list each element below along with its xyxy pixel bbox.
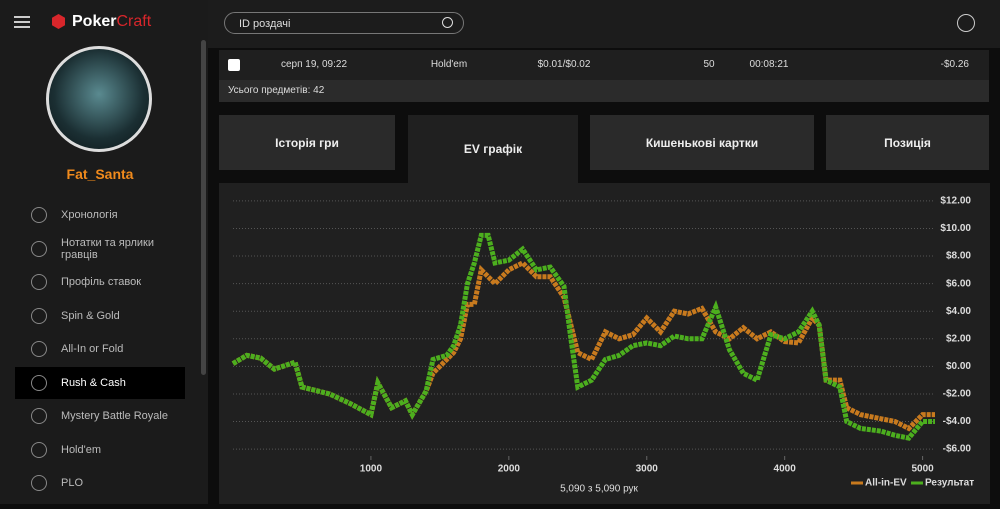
chart: $12.00 $10.00 $8.00 $6.00 $4.00 $2.00 $0.00 -$2… <box>231 196 974 495</box>
tab[interactable]: Позиція <box>826 115 989 170</box>
menu-item[interactable]: PLO <box>15 467 185 499</box>
menu-icon <box>31 341 47 357</box>
menu-item[interactable]: Mystery Battle Royale <box>15 400 185 432</box>
menu-icon <box>31 307 47 324</box>
menu-item[interactable]: Hold'em <box>15 434 185 466</box>
chart-panel: $12.00 $10.00 $8.00 $6.00 $4.00 $2.00 $0.00 -$2… <box>219 183 990 504</box>
tab[interactable]: Історія гри <box>219 115 395 170</box>
y-tick-label: $10.00 <box>940 223 971 234</box>
tab[interactable]: Кишенькові картки <box>590 115 814 170</box>
menu-item[interactable]: All-In or Fold <box>15 333 185 365</box>
table-cell: $0.01/$0.02 <box>537 59 591 70</box>
x-tick-label: 3000 <box>636 464 659 475</box>
x-tick-label: 4000 <box>774 464 797 475</box>
menu-icon <box>31 475 47 491</box>
logo-text: Poker <box>72 13 117 30</box>
table-cell: 00:08:21 <box>749 59 789 70</box>
scrollbar[interactable] <box>201 40 206 375</box>
series-line <box>231 259 935 432</box>
menu-icon <box>31 408 47 424</box>
tab[interactable]: EV графік <box>408 115 578 183</box>
menu-button[interactable] <box>14 16 30 18</box>
logo-icon <box>52 14 65 29</box>
sidebar: PokerCraft Fat_Santa Хронологія Нотатки т… <box>0 0 208 504</box>
legend-label: Результат <box>925 478 974 489</box>
table-row[interactable]: серп 19, 09:22 Hold'em $0.01/$0.02 50 00:08:… <box>219 50 989 80</box>
y-tick-label: -$6.00 <box>943 444 972 455</box>
menu-icon <box>31 374 47 391</box>
menu-item[interactable]: Профіль ставок <box>15 266 185 298</box>
table-cell: Hold'em <box>430 59 468 70</box>
x-tick-label: 1000 <box>360 464 383 475</box>
menu-icon <box>31 240 47 257</box>
avatar[interactable] <box>46 46 152 152</box>
y-tick-label: $12.00 <box>940 196 971 207</box>
x-tick-label: 2000 <box>498 464 521 475</box>
top-bar: ID роздачі <box>208 0 1000 48</box>
menu-item[interactable]: Rush & Cash <box>15 366 185 399</box>
search-icon[interactable] <box>442 17 453 28</box>
chart-footer: 5,090 з 5,090 рук <box>560 484 638 495</box>
y-tick-label: $8.00 <box>946 251 971 262</box>
legend-label: All-in-EV <box>865 478 907 489</box>
menu-icon <box>31 207 47 223</box>
search-input[interactable]: ID роздачі <box>224 12 464 34</box>
globe-icon[interactable] <box>957 14 975 32</box>
table-cell: серп 19, 09:22 <box>280 59 348 70</box>
y-tick-label: -$4.00 <box>943 416 972 427</box>
table-cell: 50 <box>703 59 715 70</box>
menu-item[interactable]: Нотатки та ярлики гравців <box>15 233 185 265</box>
checkbox[interactable] <box>228 59 240 71</box>
series-line <box>231 232 935 441</box>
x-tick-label: 5000 <box>911 464 934 475</box>
y-tick-label: $6.00 <box>946 278 971 289</box>
total-count: Усього предметів: 42 <box>219 80 989 102</box>
menu-icon <box>31 274 47 290</box>
y-tick-label: $2.00 <box>946 333 971 344</box>
menu-icon <box>31 441 47 458</box>
y-tick-label: $4.00 <box>946 306 971 317</box>
username: Fat_Santa <box>66 166 134 182</box>
y-tick-label: $0.00 <box>946 361 971 372</box>
menu-item[interactable]: Spin & Gold <box>15 300 185 332</box>
menu-item[interactable]: Хронологія <box>15 199 185 231</box>
table-cell: -$0.26 <box>940 59 969 70</box>
logo-text: Craft <box>116 13 152 30</box>
y-tick-label: -$2.00 <box>943 389 972 400</box>
logo: PokerCraft <box>72 13 151 31</box>
